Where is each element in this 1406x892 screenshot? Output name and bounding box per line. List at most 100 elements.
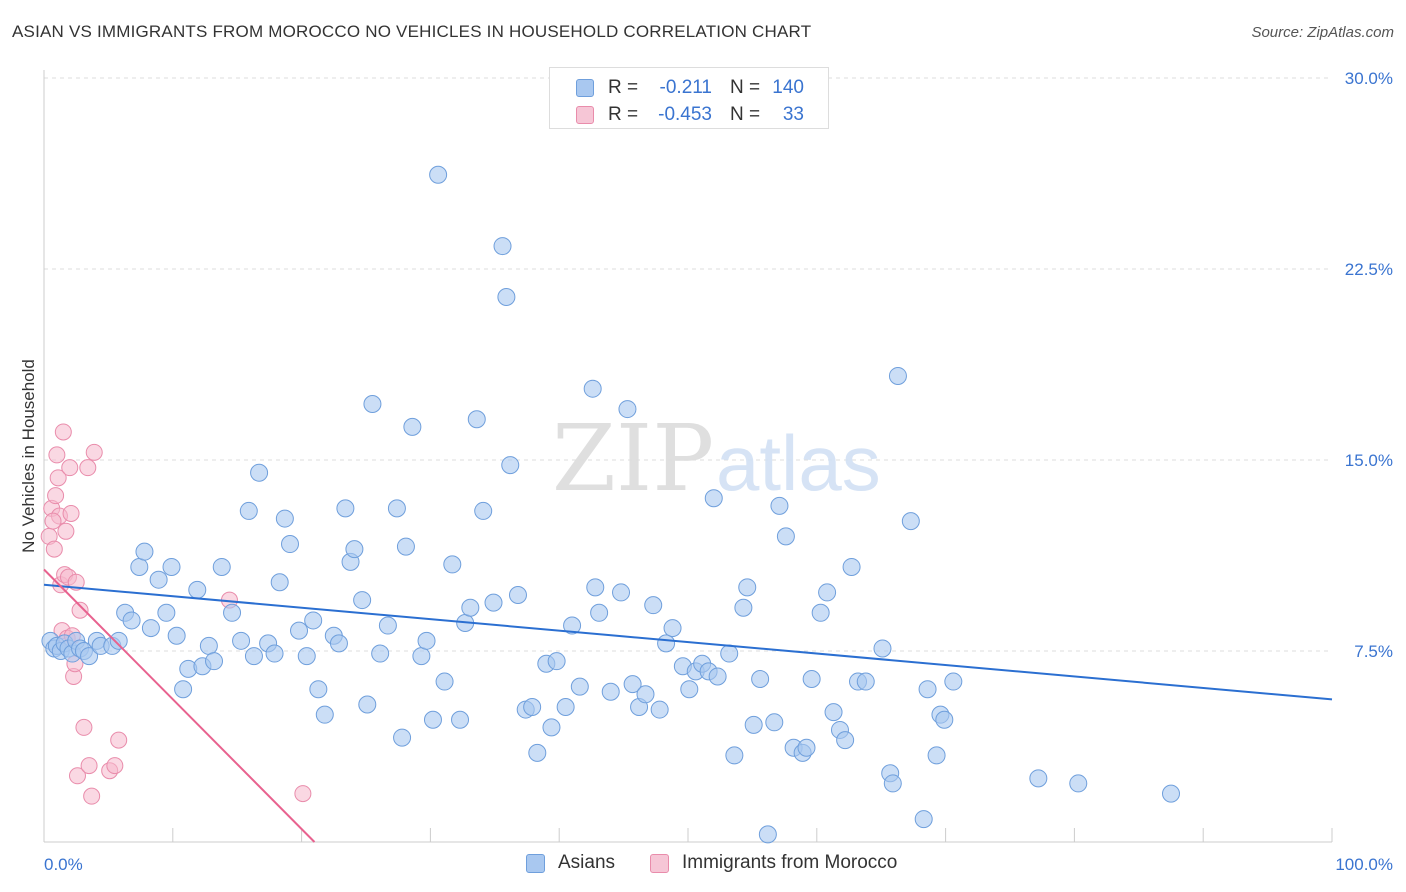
legend-row-morocco: R = -0.453 N = 33 [550, 101, 828, 127]
morocco-point [62, 504, 80, 522]
asian-point [265, 644, 284, 663]
asian-point [501, 456, 520, 475]
asian-point [461, 598, 480, 617]
watermark: ZIP atlas [552, 405, 881, 512]
asian-point [508, 585, 527, 604]
asian-point [205, 652, 224, 671]
asian-point [883, 774, 902, 793]
asian-point [542, 718, 561, 737]
asian-point [122, 611, 141, 630]
legend-label-asians: Asians [558, 852, 616, 873]
asian-point [371, 644, 390, 663]
asian-point [232, 631, 251, 650]
morocco-point [106, 757, 124, 775]
asian-point [467, 410, 486, 429]
morocco-point [61, 459, 79, 477]
asian-point [135, 542, 154, 561]
asian-point [935, 710, 954, 729]
asian-point [290, 621, 309, 640]
asian-point [244, 647, 263, 666]
asian-point [188, 580, 207, 599]
n-label: N = [730, 104, 761, 125]
asian-point [199, 636, 218, 655]
asian-point [387, 499, 406, 518]
asian-points [41, 165, 1180, 844]
n-value: 33 [782, 104, 804, 125]
asian-point [765, 713, 784, 732]
asian-point [1162, 784, 1180, 803]
asian-point [403, 417, 422, 436]
morocco-point [68, 767, 86, 785]
asian-point [901, 512, 920, 531]
asian-point [612, 583, 631, 602]
asian-point [818, 583, 837, 602]
asian-point [315, 705, 334, 724]
watermark-atlas: atlas [716, 419, 881, 507]
asian-point [250, 463, 269, 482]
asian-point [601, 682, 620, 701]
morocco-point [80, 757, 98, 775]
asian-point [239, 501, 258, 520]
asian-point [583, 379, 602, 398]
morocco-point [47, 487, 65, 505]
r-value: -0.453 [658, 104, 712, 125]
asian-point [223, 603, 242, 622]
axes-layer [43, 70, 1333, 843]
asian-point [618, 400, 637, 419]
asian-point [484, 593, 503, 612]
morocco-point [45, 540, 63, 558]
source-label: Source: ZipAtlas.com [1251, 24, 1394, 41]
asians-legend-swatch [526, 854, 545, 873]
morocco-point [79, 459, 97, 477]
asian-point [528, 743, 547, 762]
morocco-trend-line [43, 568, 316, 843]
series-legend: Asians Immigrants from Morocco [0, 852, 1406, 878]
asian-point [556, 698, 575, 717]
asian-point [451, 710, 470, 729]
asian-point [770, 496, 789, 515]
asian-point [141, 619, 160, 638]
r-label: R = [608, 104, 639, 125]
asian-point [657, 634, 676, 653]
r-value: -0.211 [659, 77, 712, 98]
x-tick-label: 0.0% [44, 855, 83, 874]
asian-point [738, 578, 757, 597]
asians-swatch [576, 79, 594, 97]
morocco-point [49, 469, 67, 487]
asian-point [109, 631, 128, 650]
asian-point [663, 619, 682, 638]
asian-point [1029, 769, 1048, 788]
y-tick-label: 22.5% [1345, 260, 1393, 279]
asian-point [734, 598, 753, 617]
morocco-point [67, 573, 85, 591]
asian-point [944, 672, 963, 691]
asian-point [336, 499, 355, 518]
asian-point [493, 237, 512, 256]
morocco-point [71, 601, 89, 619]
asian-point [914, 810, 933, 829]
asian-point [309, 680, 328, 699]
asian-point [836, 731, 855, 750]
asian-point [443, 555, 462, 574]
asian-point [162, 557, 181, 576]
asian-point [586, 578, 605, 597]
morocco-point [83, 787, 101, 805]
asian-point [435, 672, 454, 691]
asian-point [275, 509, 294, 528]
morocco-points [40, 423, 312, 805]
asian-point [563, 616, 582, 635]
legend-row-asians: R = -0.211 N = 140 [550, 74, 828, 100]
asian-point [744, 715, 763, 734]
asian-point [474, 501, 493, 520]
asian-point [704, 489, 723, 508]
asian-point [497, 288, 516, 307]
asian-point [650, 700, 669, 719]
asian-point [751, 670, 770, 689]
asian-point [570, 677, 589, 696]
y-tick-label: 15.0% [1345, 451, 1393, 470]
asian-point [358, 695, 377, 714]
asian-point [149, 570, 168, 589]
asian-point [345, 540, 364, 559]
asian-point [888, 366, 907, 385]
asian-point [281, 535, 300, 554]
